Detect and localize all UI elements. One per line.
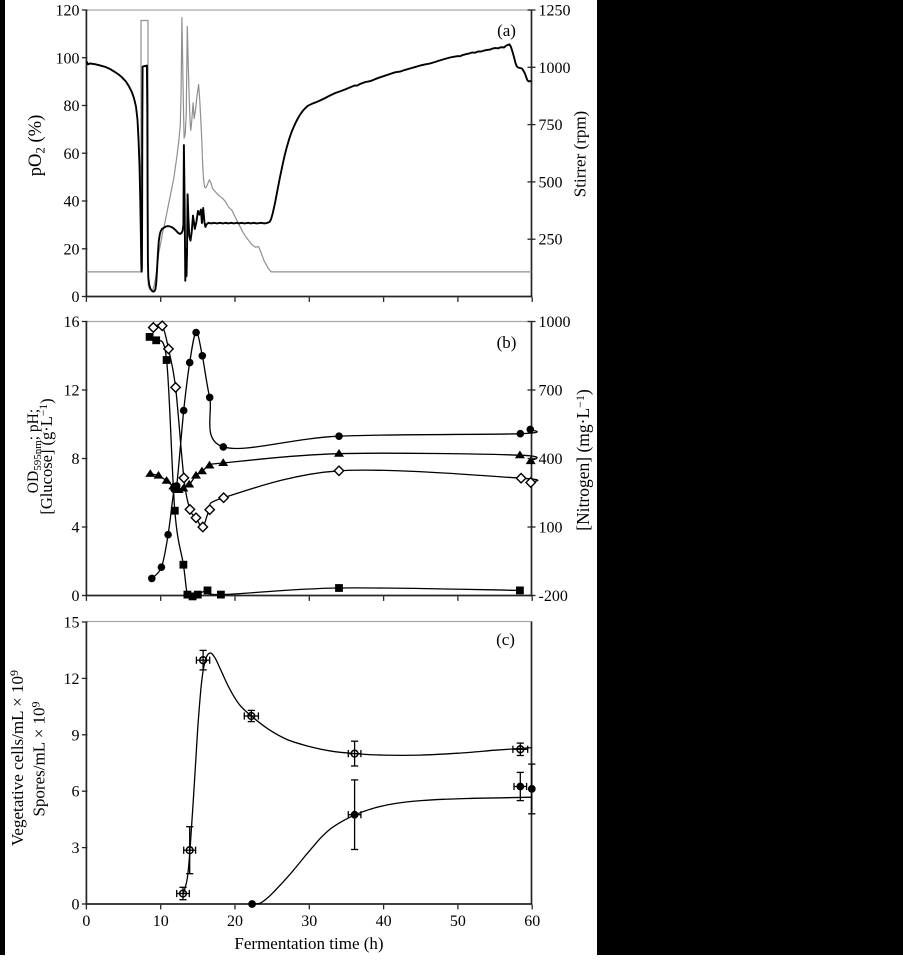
svg-text:20: 20	[64, 241, 80, 258]
svg-text:750: 750	[539, 117, 563, 134]
svg-text:100: 100	[56, 50, 80, 67]
svg-text:OD595nm; pH;: OD595nm; pH;	[25, 409, 44, 493]
svg-text:80: 80	[64, 98, 80, 115]
svg-text:-200: -200	[539, 588, 568, 605]
svg-text:6: 6	[72, 784, 80, 801]
svg-text:16: 16	[64, 314, 80, 331]
svg-text:(b): (b)	[497, 333, 517, 352]
svg-text:1000: 1000	[539, 314, 571, 331]
svg-text:20: 20	[227, 913, 243, 930]
svg-text:1250: 1250	[539, 3, 571, 20]
svg-text:0: 0	[72, 588, 80, 605]
svg-text:120: 120	[56, 3, 80, 20]
svg-text:0: 0	[72, 897, 80, 914]
svg-text:60: 60	[64, 146, 80, 163]
svg-text:0: 0	[82, 913, 90, 930]
svg-text:Fermentation time (h): Fermentation time (h)	[234, 934, 383, 953]
svg-text:[Glucose] (g·L−1): [Glucose] (g·L−1)	[37, 398, 56, 514]
svg-text:50: 50	[450, 913, 466, 930]
svg-text:100: 100	[539, 520, 563, 537]
svg-text:500: 500	[539, 174, 563, 191]
svg-text:40: 40	[376, 913, 392, 930]
svg-text:15: 15	[64, 615, 80, 632]
svg-text:12: 12	[64, 671, 80, 688]
svg-text:pO2 (%): pO2 (%)	[26, 115, 47, 176]
svg-text:(c): (c)	[496, 630, 515, 649]
svg-text:4: 4	[72, 520, 80, 537]
svg-text:9: 9	[72, 727, 80, 744]
svg-text:250: 250	[539, 232, 563, 249]
svg-text:40: 40	[64, 194, 80, 211]
svg-text:Vegetative cells/mL × 109: Vegetative cells/mL × 109	[7, 670, 27, 846]
svg-text:[Nitrogen] (mg·L−1): [Nitrogen] (mg·L−1)	[573, 389, 593, 531]
svg-text:Spores/mL × 109: Spores/mL × 109	[29, 701, 49, 816]
svg-text:0: 0	[72, 289, 80, 306]
svg-text:(a): (a)	[497, 21, 516, 40]
svg-text:1000: 1000	[539, 60, 571, 77]
svg-text:3: 3	[72, 840, 80, 857]
svg-text:10: 10	[153, 913, 169, 930]
svg-text:8: 8	[72, 451, 80, 468]
svg-text:400: 400	[539, 451, 563, 468]
svg-text:Stirrer (rpm): Stirrer (rpm)	[571, 111, 590, 197]
svg-text:30: 30	[301, 913, 317, 930]
svg-text:700: 700	[539, 383, 563, 400]
svg-text:12: 12	[64, 383, 80, 400]
svg-text:60: 60	[524, 913, 540, 930]
